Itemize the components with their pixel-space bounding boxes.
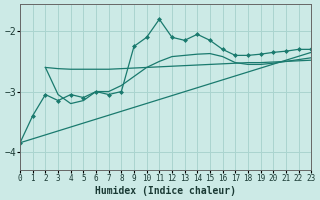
X-axis label: Humidex (Indice chaleur): Humidex (Indice chaleur) xyxy=(95,186,236,196)
